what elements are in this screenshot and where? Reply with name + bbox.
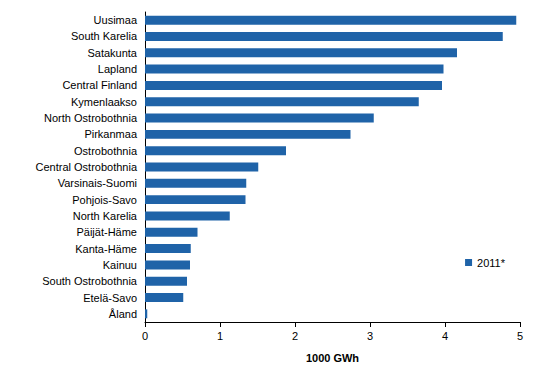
svg-text:Pirkanmaa: Pirkanmaa <box>84 128 137 140</box>
svg-text:Uusimaa: Uusimaa <box>94 14 138 26</box>
svg-text:Kainuu: Kainuu <box>103 259 137 271</box>
svg-text:Kymenlaakso: Kymenlaakso <box>71 96 137 108</box>
svg-text:Central Ostrobothnia: Central Ostrobothnia <box>36 161 138 173</box>
svg-text:South Ostrobothnia: South Ostrobothnia <box>42 275 138 287</box>
svg-text:3: 3 <box>367 330 373 342</box>
svg-text:Pohjois-Savo: Pohjois-Savo <box>72 194 137 206</box>
svg-text:5: 5 <box>517 330 523 342</box>
svg-text:Kanta-Häme: Kanta-Häme <box>75 243 137 255</box>
svg-text:Ostrobothnia: Ostrobothnia <box>74 145 138 157</box>
svg-text:North Karelia: North Karelia <box>73 210 138 222</box>
svg-text:South Karelia: South Karelia <box>71 30 138 42</box>
svg-text:Lapland: Lapland <box>98 63 137 75</box>
svg-text:2011*: 2011* <box>477 257 506 269</box>
svg-text:Varsinais-Suomi: Varsinais-Suomi <box>58 177 137 189</box>
svg-text:1000 GWh: 1000 GWh <box>306 352 359 364</box>
svg-text:2: 2 <box>292 330 298 342</box>
svg-text:1: 1 <box>217 330 223 342</box>
svg-text:Satakunta: Satakunta <box>87 47 137 59</box>
svg-text:North Ostrobothnia: North Ostrobothnia <box>44 112 138 124</box>
svg-text:Åland: Åland <box>109 308 137 320</box>
svg-text:0: 0 <box>142 330 148 342</box>
svg-text:Etelä-Savo: Etelä-Savo <box>83 292 137 304</box>
svg-text:Central Finland: Central Finland <box>62 79 137 91</box>
svg-text:4: 4 <box>442 330 448 342</box>
svg-text:Päijät-Häme: Päijät-Häme <box>76 226 137 238</box>
